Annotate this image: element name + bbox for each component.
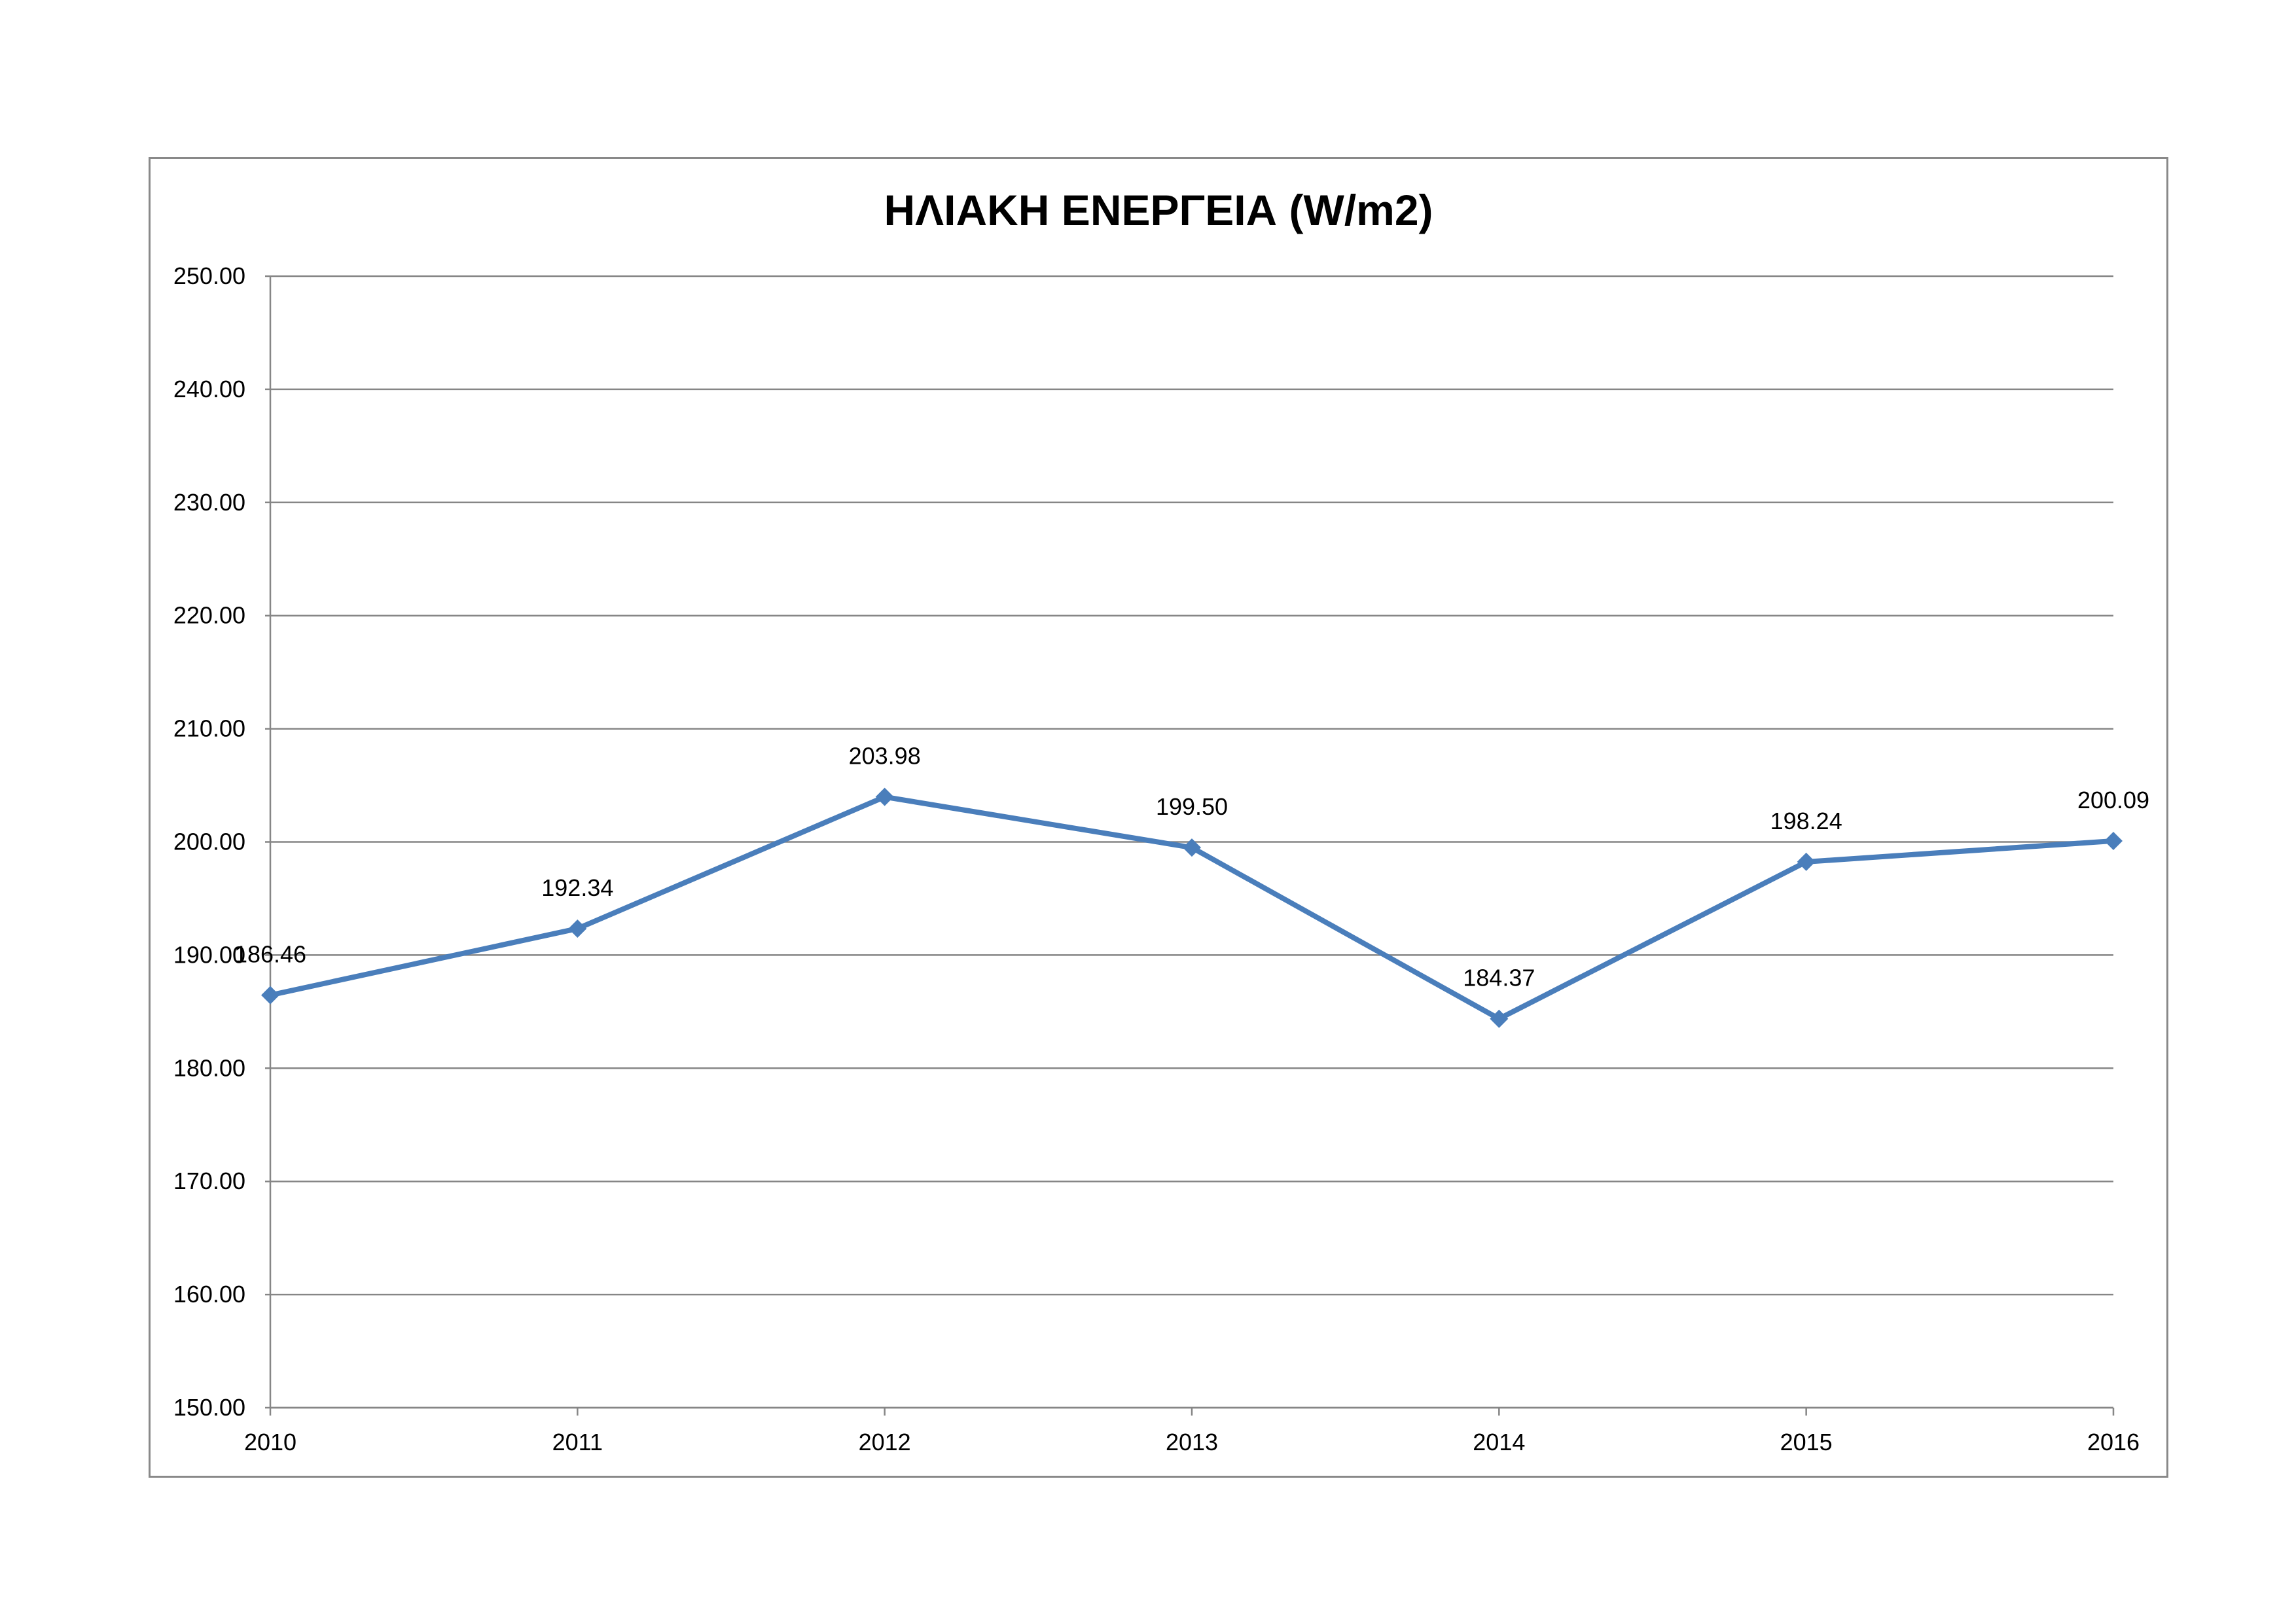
data-label: 198.24 <box>1770 808 1842 834</box>
y-tick-label: 150.00 <box>173 1394 245 1421</box>
data-label: 186.46 <box>234 941 306 968</box>
y-tick-label: 160.00 <box>173 1281 245 1308</box>
y-axis-tick-labels: 150.00 160.00 170.00 180.00 190.00 200.00 210.… <box>173 262 245 1421</box>
data-label: 200.09 <box>2077 787 2149 813</box>
data-point-marker <box>875 787 894 806</box>
x-tick-label: 2012 <box>859 1429 911 1455</box>
y-tick-label: 220.00 <box>173 602 245 629</box>
y-tick-label: 170.00 <box>173 1168 245 1194</box>
y-tick-label: 180.00 <box>173 1054 245 1081</box>
data-label: 184.37 <box>1463 965 1535 991</box>
x-tick-label: 2015 <box>1780 1429 1833 1455</box>
data-point-marker <box>1183 838 1201 857</box>
data-point-marker <box>1490 1009 1509 1028</box>
x-tick-label: 2011 <box>552 1429 603 1455</box>
y-tick-label: 250.00 <box>173 262 245 289</box>
y-tick-label: 190.00 <box>173 941 245 968</box>
y-tick-label: 200.00 <box>173 829 245 855</box>
y-tick-label: 230.00 <box>173 489 245 516</box>
x-tick-label: 2010 <box>244 1429 296 1455</box>
data-label: 203.98 <box>849 743 921 770</box>
axes <box>269 276 2115 1416</box>
gridlines <box>265 275 2113 1409</box>
data-point-marker <box>2104 831 2123 850</box>
data-labels: 186.46 192.34 203.98 199.50 184.37 198.24 200.… <box>234 743 2149 991</box>
x-tick-label: 2013 <box>1166 1429 1218 1455</box>
x-tick-label: 2014 <box>1473 1429 1525 1455</box>
line-chart: 150.00 160.00 170.00 180.00 190.00 200.00 210.… <box>173 262 2149 1455</box>
chart-frame: ΗΛΙΑΚΗ ΕΝΕΡΓΕΙΑ (W/m2) 150.00 160.00 170.0… <box>149 157 2168 1478</box>
data-label: 192.34 <box>541 874 613 901</box>
x-tick-label: 2016 <box>2087 1429 2140 1455</box>
data-point-marker <box>1797 852 1816 871</box>
data-label: 199.50 <box>1156 793 1228 820</box>
y-tick-label: 210.00 <box>173 715 245 742</box>
data-point-marker <box>261 986 279 1005</box>
data-point-marker <box>568 919 587 938</box>
chart-title: ΗΛΙΑΚΗ ΕΝΕΡΓΕΙΑ (W/m2) <box>884 186 1433 234</box>
y-tick-label: 240.00 <box>173 376 245 402</box>
series-layer <box>261 787 2123 1028</box>
x-axis-tick-labels: 2010 2011 2012 2013 2014 2015 2016 <box>244 1429 2140 1455</box>
